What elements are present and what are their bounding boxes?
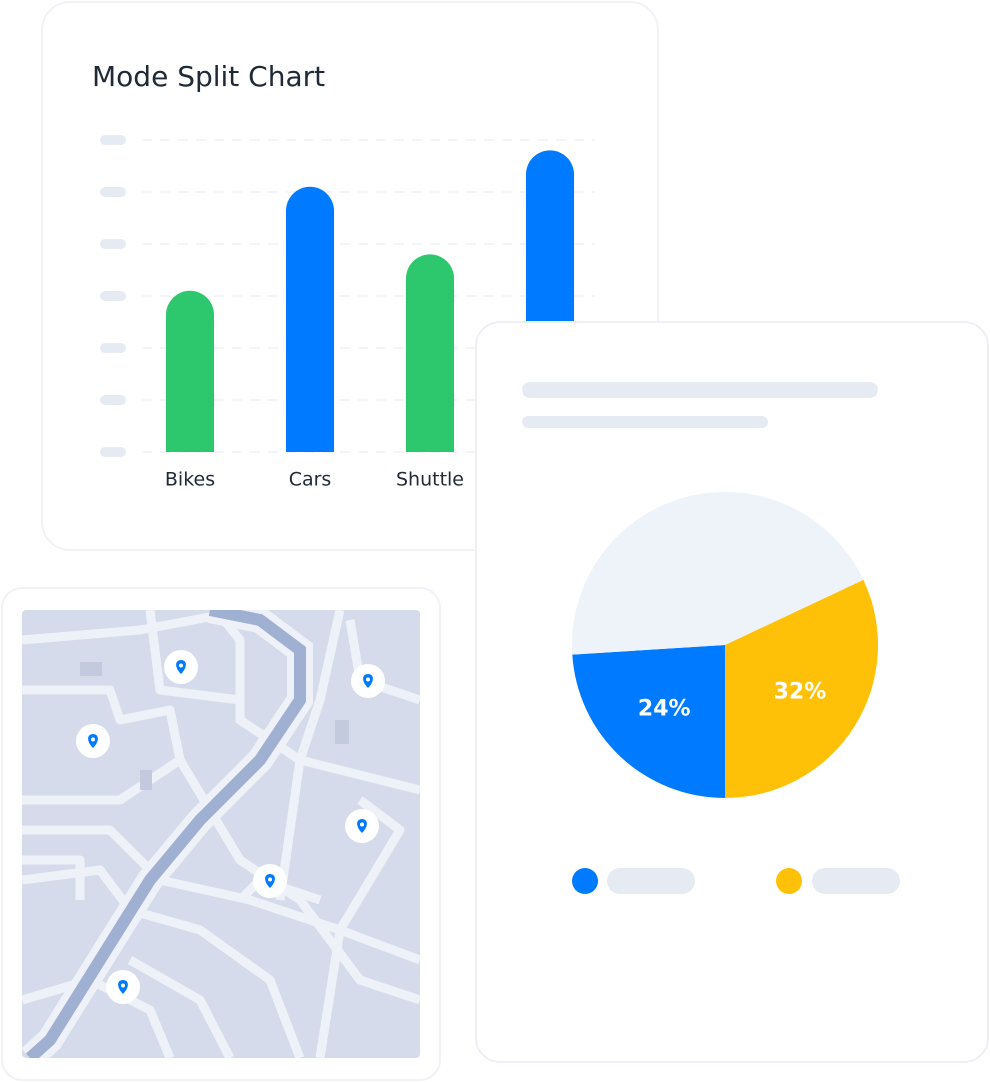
legend bbox=[572, 868, 900, 894]
y-tick-placeholder bbox=[100, 447, 126, 457]
y-tick-placeholder bbox=[100, 135, 126, 145]
pie-slice bbox=[725, 579, 878, 798]
y-tick-placeholder bbox=[100, 291, 126, 301]
x-tick-label: Cars bbox=[289, 469, 332, 491]
map-pin-dot bbox=[360, 822, 364, 827]
y-tick-placeholder bbox=[100, 395, 126, 405]
map-pin-dot bbox=[91, 737, 95, 742]
y-tick-placeholder bbox=[100, 343, 126, 353]
map-pin-dot bbox=[366, 677, 370, 682]
map-pin-dot bbox=[121, 983, 125, 988]
map-card bbox=[1, 587, 441, 1081]
slice-label: 32% bbox=[774, 680, 827, 705]
y-tick-placeholder bbox=[100, 187, 126, 197]
placeholder-line bbox=[522, 382, 878, 398]
bar bbox=[286, 186, 334, 452]
map-pin-dot bbox=[179, 663, 183, 668]
pie-slice bbox=[572, 492, 864, 655]
x-tick-label: Bikes bbox=[165, 469, 215, 491]
y-tick-placeholder bbox=[100, 239, 126, 249]
pie-slice bbox=[572, 645, 725, 798]
slice-label: 24% bbox=[638, 697, 691, 722]
bar bbox=[166, 290, 214, 452]
placeholder-line bbox=[522, 416, 768, 428]
bar bbox=[406, 254, 454, 452]
chart-title: Mode Split Chart bbox=[92, 60, 325, 93]
x-tick-label: Shuttle bbox=[396, 469, 464, 491]
map-pin-dot bbox=[268, 877, 272, 882]
